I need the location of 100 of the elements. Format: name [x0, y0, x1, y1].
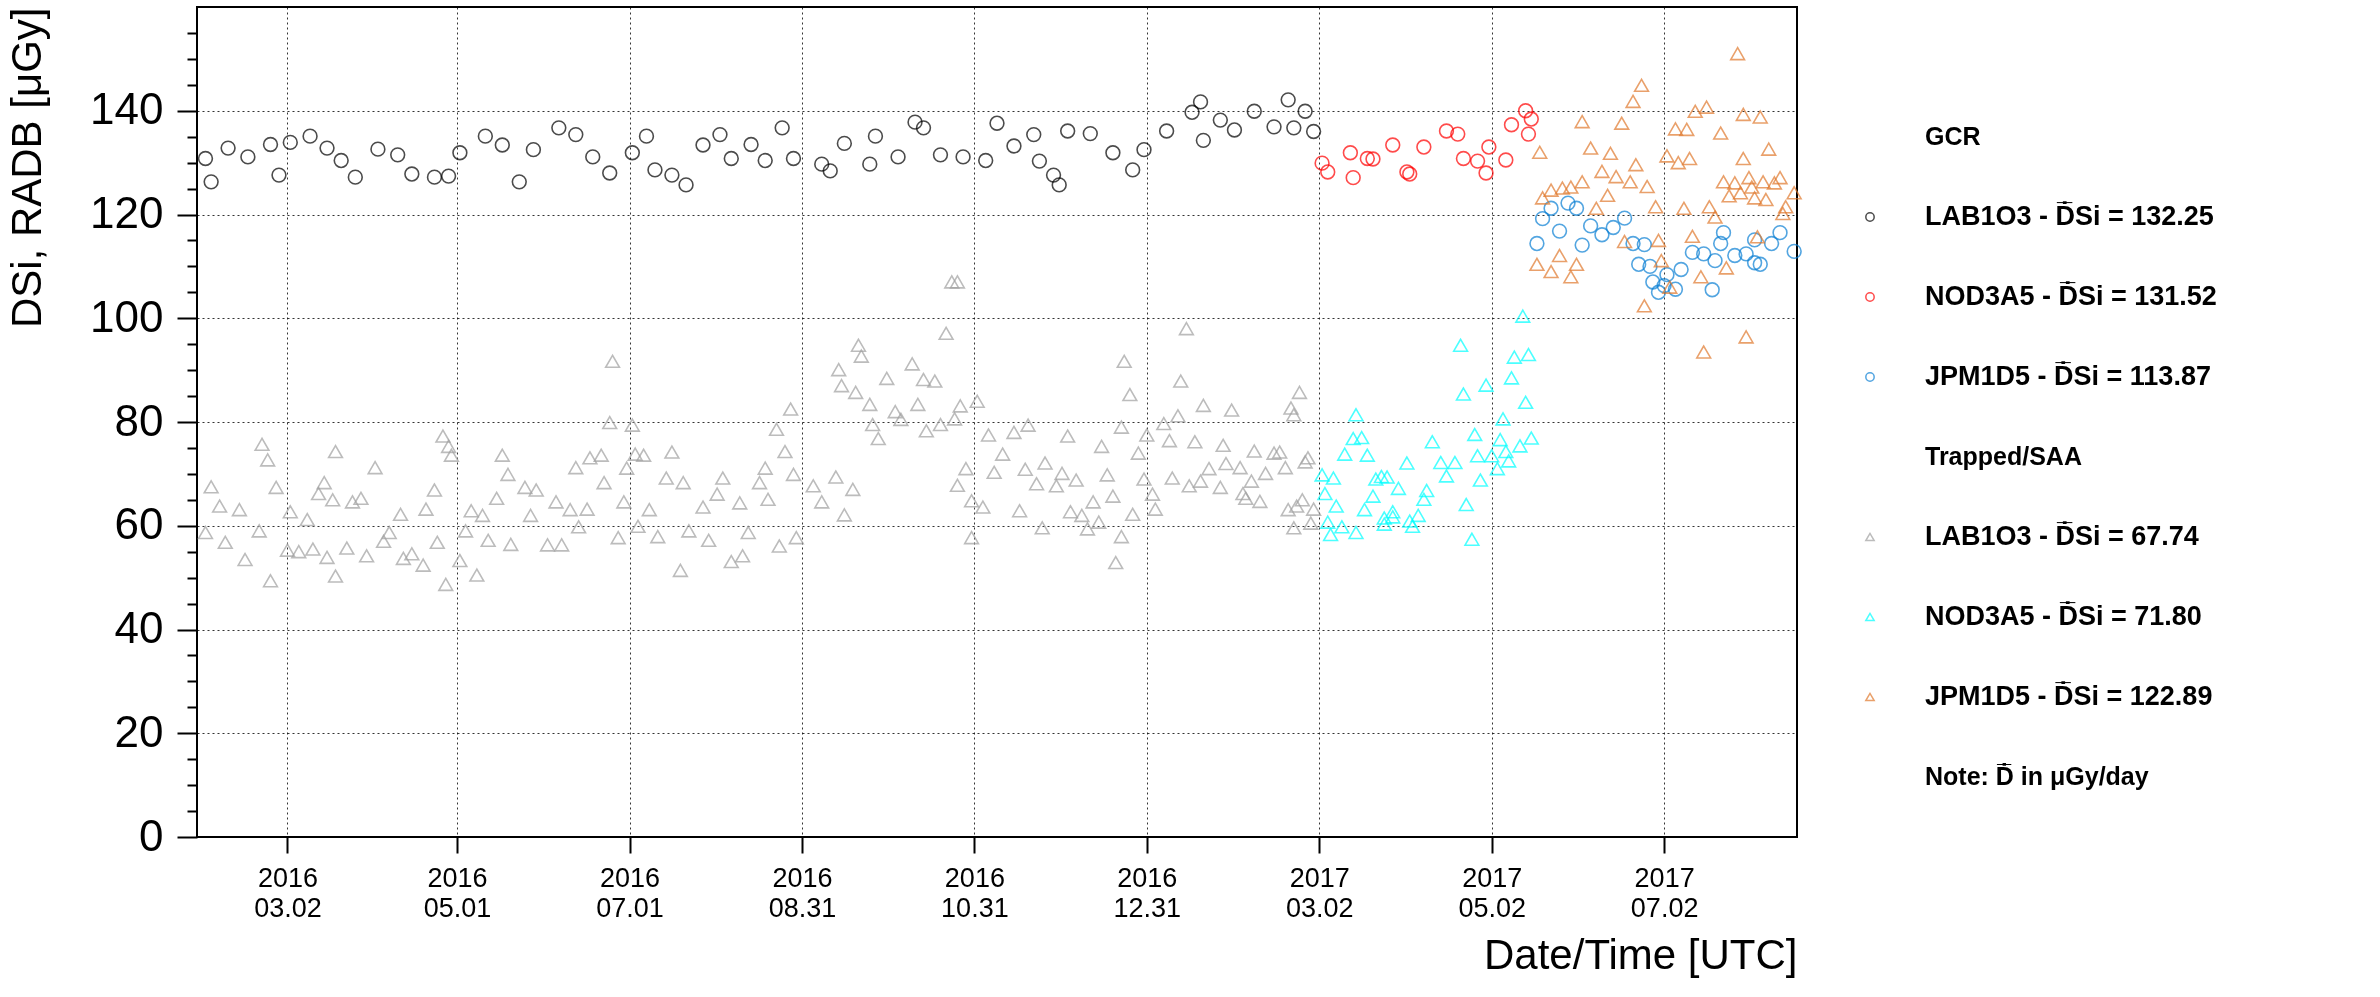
x-tick-label: 2016 10.31	[941, 862, 1009, 923]
point	[1455, 150, 1472, 167]
point	[1416, 492, 1432, 507]
point	[1379, 470, 1395, 484]
point	[1746, 255, 1763, 271]
point	[1467, 427, 1483, 442]
point	[1464, 532, 1480, 547]
point	[1500, 454, 1517, 468]
point	[1328, 499, 1344, 513]
point	[1498, 152, 1514, 168]
legend-label: LAB1O3 - Ḋ̅Si = 67.74	[1925, 521, 2199, 551]
point	[1503, 371, 1520, 385]
point	[1447, 455, 1463, 470]
point	[1320, 164, 1336, 180]
y-tick-label: 60	[114, 499, 164, 549]
point	[1543, 200, 1559, 216]
y-tick-label: 120	[90, 188, 164, 237]
point	[1438, 123, 1455, 139]
point	[1359, 150, 1376, 167]
point	[1582, 218, 1599, 234]
point	[1450, 126, 1466, 142]
point	[1404, 519, 1421, 534]
point	[1418, 483, 1435, 498]
point	[1667, 281, 1684, 297]
x-tick-label: 2016 05.01	[423, 862, 492, 923]
point	[1390, 481, 1407, 496]
point	[1625, 235, 1641, 252]
x-tick-label: 2017 07.02	[1630, 862, 1699, 923]
point	[1433, 455, 1449, 470]
y-tick-label: 80	[114, 395, 164, 445]
point	[1763, 235, 1780, 252]
point	[1656, 277, 1672, 294]
point	[1534, 210, 1551, 227]
y-tick-label: 0	[139, 810, 164, 860]
point	[1523, 431, 1539, 445]
point	[1345, 169, 1361, 186]
x-tick-label: 2016 07.01	[596, 862, 664, 923]
point	[1455, 387, 1472, 401]
point	[1402, 514, 1418, 528]
point	[1707, 252, 1723, 269]
x-tick-label: 2016 08.31	[768, 862, 837, 923]
point	[1385, 510, 1401, 524]
point	[1645, 274, 1661, 290]
point	[1520, 126, 1537, 142]
point	[1452, 338, 1469, 352]
point	[1631, 256, 1647, 272]
point	[1365, 151, 1381, 167]
point	[1478, 165, 1494, 181]
x-tick-label: 2017 05.02	[1458, 862, 1526, 923]
point	[1458, 497, 1474, 512]
x-tick-label: 2017 03.02	[1285, 862, 1354, 923]
x-axis-title: Date/Time [UTC]	[1484, 930, 1798, 978]
point	[1523, 111, 1539, 127]
point	[1373, 469, 1390, 484]
point	[1481, 139, 1497, 155]
point	[1605, 219, 1621, 236]
point	[1659, 267, 1675, 283]
point	[1469, 448, 1486, 463]
point	[1560, 195, 1576, 211]
point	[1416, 139, 1432, 155]
point	[1365, 489, 1381, 503]
point	[1345, 431, 1361, 446]
point	[1314, 155, 1330, 171]
point	[1438, 469, 1455, 483]
point	[1752, 256, 1768, 272]
x-tick-label: 2016 03.02	[254, 862, 322, 923]
y-tick-label: 100	[90, 291, 164, 341]
point	[1353, 430, 1370, 445]
point	[1520, 347, 1537, 362]
point	[1424, 434, 1441, 449]
point	[1356, 502, 1373, 517]
point	[1515, 309, 1531, 323]
point	[1574, 237, 1590, 253]
point	[1489, 461, 1506, 476]
point	[1594, 227, 1610, 243]
legend-label: JPM1D5 - Ḋ̅Si = 122.89	[1925, 681, 2213, 711]
point	[1715, 224, 1732, 241]
point	[1495, 412, 1511, 426]
point	[1503, 117, 1520, 133]
point	[1368, 472, 1384, 486]
point	[1551, 223, 1568, 239]
y-tick-label: 140	[90, 84, 164, 134]
legend-label: JPM1D5 - Ḋ̅Si = 113.87	[1925, 361, 2211, 391]
point	[1616, 210, 1633, 226]
point	[1673, 261, 1689, 278]
legend-label: NOD3A5 - Ḋ̅Si = 71.80	[1925, 601, 2202, 631]
point	[1650, 284, 1667, 300]
point	[1320, 515, 1336, 529]
point	[1348, 525, 1364, 540]
point	[1712, 235, 1729, 252]
point	[1385, 504, 1401, 519]
point	[1529, 235, 1545, 252]
point	[1786, 243, 1802, 260]
point	[1738, 246, 1754, 262]
point	[1696, 246, 1712, 262]
point	[1317, 486, 1333, 501]
point	[1348, 407, 1364, 422]
point	[1517, 395, 1534, 410]
point	[1478, 378, 1494, 392]
legend-title: GCR	[1925, 122, 1981, 150]
